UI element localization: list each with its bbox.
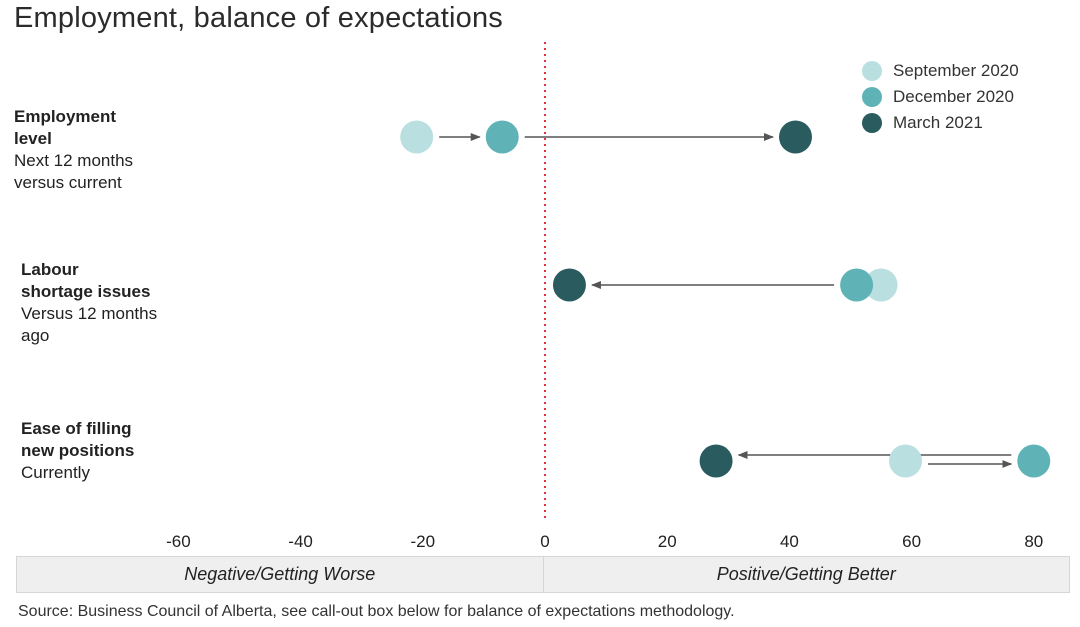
x-tick-label: 60 (902, 532, 921, 551)
category-label-labour-shortage: Labour shortage issues Versus 12 months … (21, 259, 157, 347)
legend-item-sep-2020: September 2020 (862, 58, 1019, 84)
x-tick-label: -60 (166, 532, 191, 551)
source-note: Source: Business Council of Alberta, see… (18, 603, 735, 620)
category-sub-line: Next 12 months (14, 151, 134, 170)
data-point (552, 268, 586, 302)
negative-band-label: Negative/Getting Worse (17, 557, 544, 592)
category-label-ease-of-filling: Ease of filling new positions Currently (21, 418, 134, 484)
category-label-employment: Employment level Next 12 months versus c… (14, 106, 133, 194)
legend: September 2020 December 2020 March 2021 (862, 58, 1019, 136)
legend-swatch (862, 113, 882, 133)
legend-item-mar-2021: March 2021 (862, 110, 1019, 136)
chart-title: Employment, balance of expectations (14, 2, 503, 34)
data-point (400, 120, 434, 154)
positive-band-label: Positive/Getting Better (716, 564, 896, 584)
x-tick-label: 20 (658, 532, 677, 551)
x-tick-label: 40 (780, 532, 799, 551)
legend-item-dec-2020: December 2020 (862, 84, 1019, 110)
category-head-line: shortage issues (21, 282, 151, 301)
category-sub-line: Versus 12 months (21, 304, 158, 323)
category-head-line: Employment (14, 107, 117, 126)
legend-label: September 2020 (893, 61, 1019, 80)
category-head-line: new positions (21, 441, 135, 460)
data-point (1017, 444, 1051, 478)
category-head-line: Ease of filling (21, 419, 132, 438)
legend-swatch (862, 87, 882, 107)
legend-label: March 2021 (893, 113, 983, 132)
data-point (888, 444, 922, 478)
legend-swatch (862, 61, 882, 81)
category-head-line: level (14, 129, 52, 148)
category-sub-line: Currently (21, 463, 90, 482)
data-point (840, 268, 874, 302)
legend-label: December 2020 (893, 87, 1014, 106)
x-tick-label: -20 (411, 532, 436, 551)
direction-band: Negative/Getting Worse Positive/Getting … (16, 556, 1070, 593)
data-point (779, 120, 813, 154)
x-tick-label: -40 (288, 532, 313, 551)
category-sub-line: ago (21, 326, 50, 345)
data-point (699, 444, 733, 478)
data-point (864, 268, 898, 302)
x-tick-label: 0 (540, 532, 549, 551)
category-sub-line: versus current (14, 173, 122, 192)
category-head-line: Labour (21, 260, 79, 279)
data-point (485, 120, 519, 154)
x-tick-label: 80 (1024, 532, 1043, 551)
